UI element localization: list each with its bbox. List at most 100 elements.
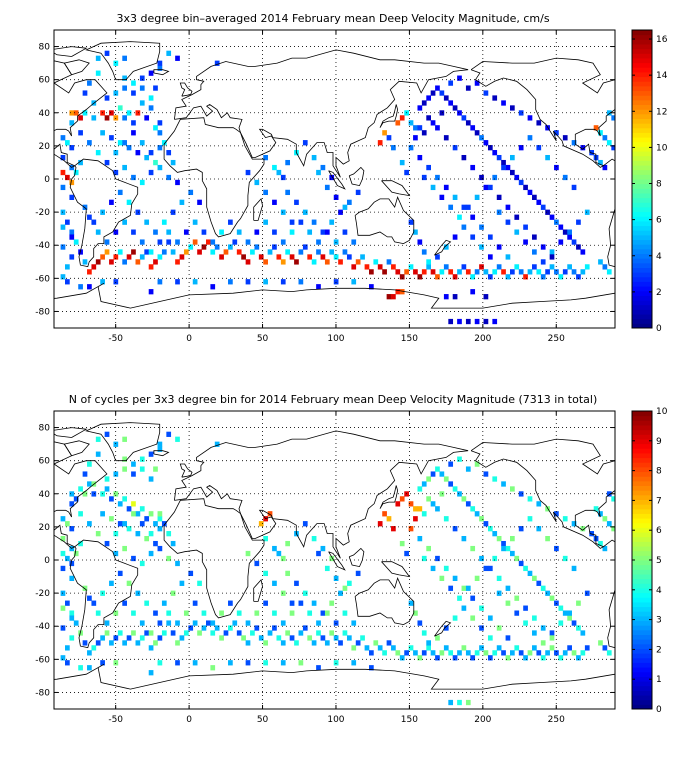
data-cell (483, 471, 489, 477)
data-cell (351, 264, 357, 270)
data-cell (421, 511, 427, 517)
data-cell (470, 615, 476, 621)
data-cell (391, 526, 396, 532)
data-cell (448, 461, 454, 467)
colorbar-segment (632, 434, 652, 440)
data-cell (514, 229, 520, 235)
data-cell (329, 555, 335, 562)
data-cell (148, 550, 154, 557)
data-cell (430, 471, 436, 477)
colorbar-segment (632, 295, 652, 301)
data-cell (518, 110, 524, 116)
colorbar-segment (632, 695, 652, 701)
data-cell (554, 130, 559, 136)
data-cell (139, 239, 145, 245)
data-cell (131, 610, 136, 616)
data-cell (470, 289, 476, 295)
data-cell (122, 75, 127, 81)
data-cell (241, 254, 246, 260)
y-tick-label: 0 (44, 556, 50, 566)
colorbar-segment (632, 81, 652, 87)
data-cell (148, 249, 154, 255)
colorbar-segment (632, 169, 652, 175)
x-tick-label: 0 (186, 334, 192, 344)
data-cell (439, 90, 445, 96)
data-cell (426, 164, 431, 171)
y-tick-label: 0 (44, 175, 50, 185)
data-cell (545, 154, 550, 161)
data-cell (333, 254, 339, 260)
data-cell (457, 75, 462, 81)
data-cell (307, 610, 313, 616)
data-cell (492, 95, 498, 101)
coastline-britain (179, 463, 193, 478)
data-cell (113, 229, 119, 235)
data-cell (210, 239, 216, 245)
data-cell (258, 635, 264, 641)
data-cell (523, 605, 528, 611)
data-cell (69, 194, 75, 200)
data-cell (527, 496, 533, 502)
data-cell (148, 150, 154, 156)
data-cell (228, 244, 233, 250)
data-cell (598, 511, 603, 517)
colorbar-segment (632, 504, 652, 510)
data-cell (148, 95, 154, 101)
data-cell (351, 645, 357, 651)
data-cell (113, 471, 119, 477)
data-cell (386, 640, 392, 646)
data-cell (122, 496, 127, 502)
data-cell (126, 199, 132, 205)
data-cell (554, 511, 559, 517)
data-cell (69, 491, 75, 497)
data-cell (474, 461, 480, 467)
data-cell (369, 650, 374, 656)
colorbar-segment (632, 569, 652, 575)
data-cell (571, 650, 577, 656)
data-cell (192, 279, 198, 285)
data-cell (289, 610, 295, 616)
data-cell (122, 140, 127, 146)
data-cell (443, 625, 449, 631)
data-cell (439, 194, 445, 200)
y-tick-label: -60 (35, 274, 50, 284)
data-cell (360, 254, 365, 260)
data-cell (413, 135, 418, 141)
data-cell (399, 655, 405, 661)
data-cell (580, 630, 586, 636)
colorbar-segment (632, 281, 652, 287)
data-cell (549, 630, 555, 636)
data-cell (78, 511, 83, 517)
data-cell (258, 521, 264, 527)
colorbar-segment (632, 202, 652, 208)
data-cell (558, 605, 564, 611)
data-cell (316, 550, 321, 557)
data-cell (311, 154, 317, 161)
data-cell (148, 476, 154, 482)
colorbar-tick-label: 0 (656, 324, 662, 334)
data-cell (95, 640, 101, 646)
data-cell (598, 130, 603, 136)
data-cell (135, 209, 141, 215)
colorbar-segment (632, 620, 652, 626)
data-cell (69, 179, 75, 186)
data-cell (567, 615, 572, 621)
data-cell (122, 115, 127, 121)
data-cell (87, 521, 92, 527)
colorbar-segment (632, 448, 652, 454)
y-tick-label: -20 (35, 589, 50, 599)
data-cell (95, 259, 101, 265)
x-tick-label: 100 (327, 334, 344, 344)
data-cell (510, 154, 515, 161)
data-cell (329, 600, 335, 606)
data-cell (104, 50, 110, 56)
data-cell (571, 140, 577, 146)
data-cell (153, 540, 158, 547)
data-cell (457, 214, 462, 220)
data-cell (496, 209, 502, 215)
data-cell (470, 164, 476, 171)
data-cell (109, 516, 114, 522)
data-cell (580, 145, 586, 151)
data-cell (157, 526, 163, 532)
data-cell (598, 540, 603, 547)
